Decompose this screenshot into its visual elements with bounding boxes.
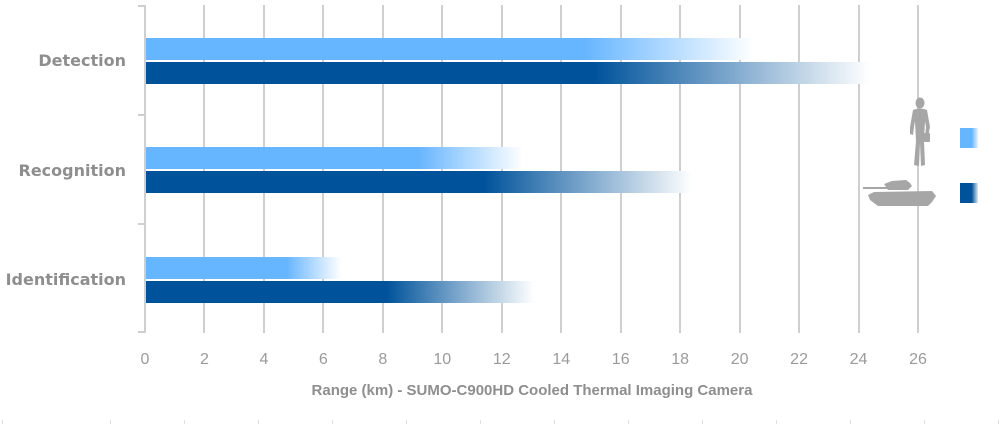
x-tick-label: 4	[259, 351, 269, 368]
x-tick-label: 12	[492, 351, 511, 368]
bottom-tick	[110, 420, 111, 424]
bottom-tick	[924, 420, 925, 424]
x-tick-label: 22	[790, 351, 808, 368]
bottom-tick	[850, 420, 851, 424]
gridline	[679, 5, 682, 333]
x-tick-label: 0	[140, 351, 150, 368]
y-tick	[138, 223, 145, 225]
bottom-tick	[332, 420, 333, 424]
gridline	[917, 5, 919, 333]
x-tick-label: 10	[433, 351, 452, 368]
bar-identification-human	[146, 257, 342, 279]
bottom-tick	[184, 420, 185, 424]
bar-detection-human	[146, 38, 755, 60]
gridline	[381, 5, 384, 333]
gridline	[441, 5, 444, 333]
bottom-tick	[776, 420, 777, 424]
y-axis	[144, 5, 146, 333]
x-axis-title: Range (km) - SUMO-C900HD Cooled Thermal …	[311, 382, 753, 399]
bar-recognition-vehicle	[146, 171, 693, 193]
gridline	[619, 5, 622, 333]
category-label-recognition: Recognition	[18, 161, 127, 180]
gridline	[560, 5, 563, 333]
legend-swatch-vehicle	[960, 183, 978, 203]
y-tick	[138, 114, 145, 116]
x-tick-label: 26	[909, 351, 927, 368]
gridline	[322, 5, 325, 333]
bottom-tick	[702, 420, 703, 424]
bar-recognition-human	[146, 147, 523, 169]
bottom-tick	[628, 420, 629, 424]
legend-swatch-human	[960, 128, 978, 148]
x-tick-label: 6	[318, 351, 328, 368]
x-tick-label: 16	[611, 351, 630, 368]
x-tick-label: 14	[552, 351, 571, 368]
category-label-identification: Identification	[5, 270, 126, 289]
gridline	[262, 5, 265, 333]
x-tick-label: 2	[200, 351, 209, 368]
y-tick	[138, 5, 145, 7]
x-tick-label: 24	[849, 351, 868, 368]
category-label-detection: Detection	[38, 51, 126, 70]
bottom-tick	[480, 420, 481, 424]
soldier-icon	[910, 97, 930, 166]
gridline	[500, 5, 503, 333]
bottom-tick	[406, 420, 407, 424]
gridline	[738, 5, 741, 333]
tank-icon	[863, 180, 936, 206]
gridline	[798, 5, 801, 333]
x-tick-label: 20	[730, 351, 749, 368]
bottom-tick	[2, 420, 3, 424]
bar-detection-vehicle	[146, 62, 871, 84]
bar-identification-vehicle	[146, 281, 535, 303]
bottom-tick	[258, 420, 259, 424]
bottom-tick	[998, 420, 999, 424]
bottom-tick	[554, 420, 555, 424]
gridline	[203, 5, 206, 333]
y-tick	[138, 331, 145, 333]
x-tick-label: 8	[378, 351, 388, 368]
gridline	[857, 5, 860, 333]
x-tick-label: 18	[671, 351, 690, 368]
